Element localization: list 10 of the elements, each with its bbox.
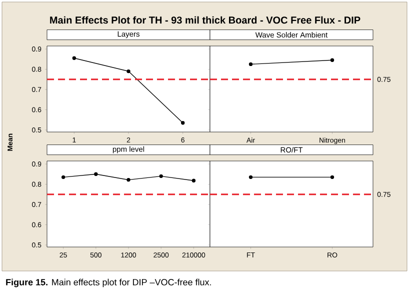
point [126,178,130,182]
point [180,121,185,125]
point [72,56,76,60]
point [192,178,196,182]
point [126,69,130,74]
point [159,174,163,178]
text: Figure 15. Main effects plot for DIP –VOC-free flux. [6,278,211,288]
point [61,175,66,180]
text: Main Effects Plot for TH - 93 mil thick Board - VOC Free Flux - DIP [50,16,360,24]
point [94,172,98,176]
